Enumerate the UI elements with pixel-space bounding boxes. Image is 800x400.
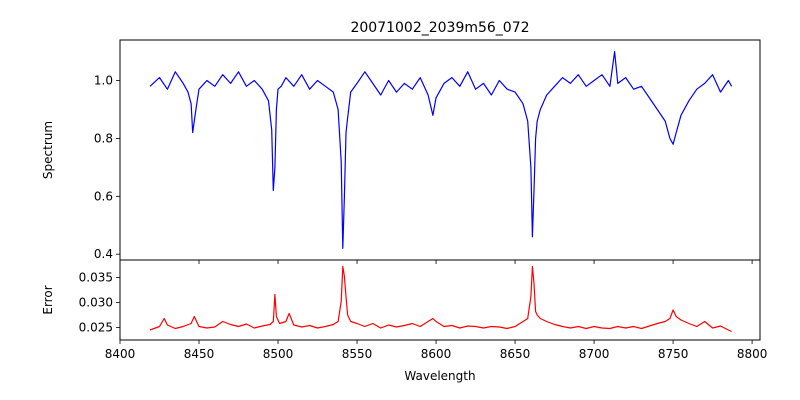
error-y-tick-label: 0.030 [79, 296, 113, 310]
error-axes-frame [119, 259, 761, 341]
error-series-group [149, 265, 732, 333]
x-tick-label: 8750 [658, 347, 689, 361]
x-axis-label: Wavelength [404, 369, 475, 383]
spectrum-y-axis-label: Spectrum [41, 121, 55, 179]
spectrum-axis-ticks: 0.4 0.6 0.8 1.0 [94, 74, 753, 264]
x-tick-label: 8800 [737, 347, 768, 361]
spectrum-series-group [149, 50, 733, 249]
error-y-axis-label: Error [41, 285, 55, 314]
error-series-line [149, 265, 732, 333]
error-y-tick-label: 0.025 [79, 321, 113, 335]
x-tick-label: 8500 [263, 347, 294, 361]
spectrum-y-tick-label: 1.0 [94, 74, 113, 88]
x-tick-label: 8550 [342, 347, 373, 361]
error-axis-ticks: 0.025 0.030 0.035 8400 8450 8500 8550 8600 8650 8… [79, 271, 768, 362]
error-y-tick-label: 0.035 [79, 271, 113, 285]
x-tick-label: 8450 [184, 347, 215, 361]
x-tick-label: 8400 [105, 347, 136, 361]
spectrum-panel: 0.4 0.6 0.8 1.0 Spectrum [41, 39, 761, 264]
spectrum-y-tick-label: 0.4 [94, 247, 113, 261]
x-tick-label: 8600 [421, 347, 452, 361]
x-tick-label: 8650 [500, 347, 531, 361]
spectrum-series-line [149, 50, 733, 249]
error-panel: 0.025 0.030 0.035 8400 8450 8500 8550 8600 8650 8… [41, 259, 768, 383]
spectrum-axes-frame [119, 39, 761, 261]
spectrum-y-tick-label: 0.6 [94, 189, 113, 203]
chart-title: 20071002_2039m56_072 [350, 20, 529, 36]
spectrum-y-tick-label: 0.8 [94, 131, 113, 145]
x-tick-label: 8700 [579, 347, 610, 361]
